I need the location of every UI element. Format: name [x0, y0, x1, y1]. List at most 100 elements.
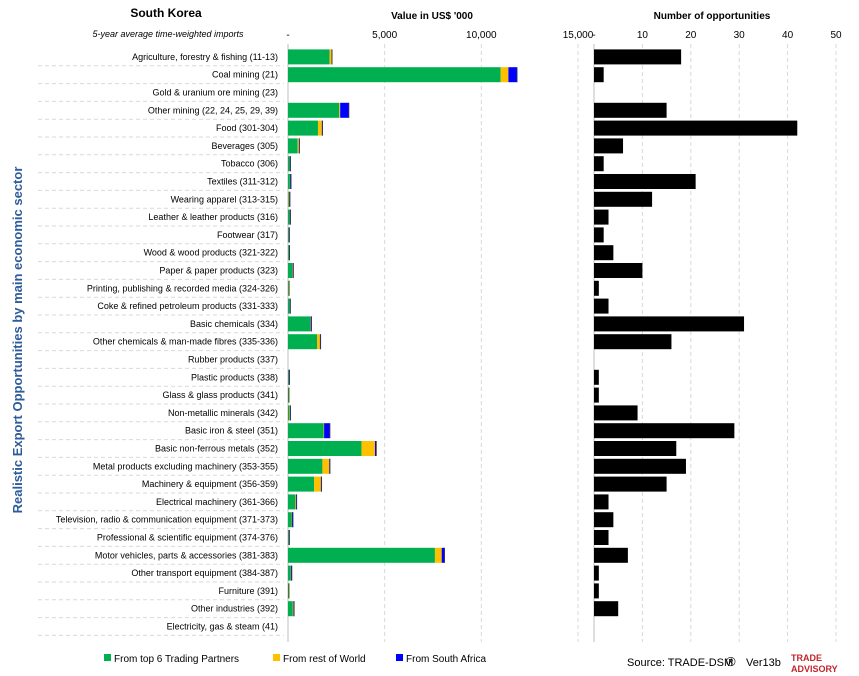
legend-label-row: From rest of World: [283, 654, 366, 665]
legend: From top 6 Trading Partners From rest of…: [104, 654, 486, 665]
bar-top6: [288, 120, 318, 136]
opportunity-count-bar: [594, 191, 653, 207]
count-axis-title: Number of opportunities: [654, 11, 771, 22]
category-label: Plastic products (338): [191, 372, 278, 382]
category-label: Basic chemicals (334): [190, 319, 278, 329]
opportunity-count-bar: [594, 565, 599, 581]
bar-rest-of-world: [314, 476, 321, 492]
opportunity-count-bar: [594, 530, 609, 545]
bar-south-africa: [291, 512, 294, 528]
source-note: Source: TRADE-DSM: [627, 657, 733, 669]
tick-layer: -5,000 10,000 15,000-10 20 30 40 50: [286, 30, 842, 41]
trade-advisory-logo: TRADE ADVISORY: [791, 653, 838, 674]
bar-rest-of-world: [289, 405, 291, 421]
opportunity-count-bar: [594, 405, 638, 421]
category-label: Rubber products (337): [188, 355, 278, 365]
opportunity-count-bar: [594, 441, 677, 456]
category-label: Machinery & equipment (356-359): [142, 479, 278, 489]
value-tick-label: 10,000: [466, 30, 497, 41]
version-label: Ver13b: [746, 657, 781, 669]
category-label: Other transport equipment (384-387): [131, 568, 278, 578]
count-tick-label: -: [592, 30, 595, 41]
category-label: Coal mining (21): [212, 70, 278, 80]
category-label: Basic iron & steel (351): [185, 426, 278, 436]
bar-rest-of-world: [322, 458, 330, 474]
legend-swatch-top6: [104, 654, 111, 661]
bar-rest-of-world: [295, 494, 297, 510]
svg-text:ADVISORY: ADVISORY: [791, 664, 838, 674]
opportunity-count-bar: [594, 583, 599, 599]
bar-south-africa: [508, 67, 518, 83]
bar-top6: [288, 387, 289, 403]
category-label: Paper & paper products (323): [159, 266, 278, 276]
count-tick-label: 30: [734, 30, 746, 41]
bar-rest-of-world: [292, 601, 294, 617]
value-axis-title: Value in US$ '000: [391, 11, 473, 22]
category-label: Gold & uranium ore mining (23): [152, 88, 278, 98]
category-label: Tobacco (306): [221, 159, 278, 169]
opportunity-count-bar: [594, 387, 599, 403]
bar-top6: [288, 316, 311, 332]
value-tick-label: 5,000: [372, 30, 397, 41]
bar-rest-of-world: [317, 334, 320, 350]
bar-top6: [288, 49, 330, 65]
category-label: Leather & leather products (316): [148, 212, 278, 222]
svg-text:TRADE: TRADE: [791, 653, 822, 663]
bar-top6: [288, 369, 289, 385]
opportunity-count-bar: [594, 102, 667, 118]
bar-top6: [288, 102, 340, 118]
opportunity-count-bar: [594, 138, 624, 154]
category-label: Television, radio & communication equipm…: [56, 515, 278, 525]
opportunity-count-bar: [594, 298, 609, 314]
bar-south-africa: [324, 423, 330, 439]
bar-top6: [288, 263, 293, 278]
bar-south-africa: [290, 174, 292, 189]
bar-top6: [288, 334, 317, 350]
opportunity-count-bar: [594, 209, 609, 225]
bar-top6: [288, 565, 291, 581]
category-label: Other mining (22, 24, 25, 29, 39): [148, 105, 278, 115]
opportunity-count-bar: [594, 49, 682, 65]
opportunity-count-bar: [594, 369, 599, 385]
category-label: Basic non-ferrous metals (352): [155, 444, 278, 454]
bar-south-africa: [340, 102, 349, 118]
category-label: Other industries (392): [191, 604, 278, 614]
bar-top6: [288, 174, 290, 189]
category-label: Textiles (311-312): [207, 177, 278, 187]
opportunity-count-bar: [594, 547, 628, 563]
opportunity-count-bar: [594, 120, 798, 136]
category-label: Wood & wood products (321-322): [144, 248, 278, 258]
registered-mark: ®: [726, 654, 736, 669]
bar-top6: [288, 583, 289, 599]
subtitle: 5-year average time-weighted imports: [92, 29, 244, 39]
bar-south-africa: [290, 565, 292, 581]
bar-rest-of-world: [288, 191, 290, 207]
bar-top6: [288, 441, 362, 456]
opportunity-count-bar: [594, 245, 614, 261]
count-tick-label: 50: [830, 30, 842, 41]
category-label: Other chemicals & man-made fibres (335-3…: [93, 337, 278, 347]
category-label: Non-metallic minerals (342): [168, 408, 278, 418]
bar-top6: [288, 458, 323, 474]
bar-top6: [288, 530, 289, 545]
bar-top6: [288, 476, 315, 492]
opportunity-count-bar: [594, 494, 609, 510]
opportunity-count-bar: [594, 476, 667, 492]
bar-south-africa: [441, 547, 445, 563]
opportunity-count-bar: [594, 423, 735, 439]
category-label: Wearing apparel (313-315): [171, 194, 278, 204]
opportunity-count-bar: [594, 156, 604, 172]
opportunity-count-bar: [594, 174, 696, 189]
opportunity-count-bar: [594, 458, 686, 474]
bar-top6: [288, 156, 290, 172]
bar-top6: [288, 494, 296, 510]
country-title: South Korea: [130, 6, 202, 20]
grid-layer: [38, 44, 837, 642]
opportunity-count-bar: [594, 263, 643, 278]
bar-top6: [288, 67, 501, 83]
bar-top6: [288, 601, 293, 617]
value-tick-label: 15,000: [563, 30, 594, 41]
bar-top6: [288, 547, 435, 563]
bar-top6: [288, 423, 324, 439]
